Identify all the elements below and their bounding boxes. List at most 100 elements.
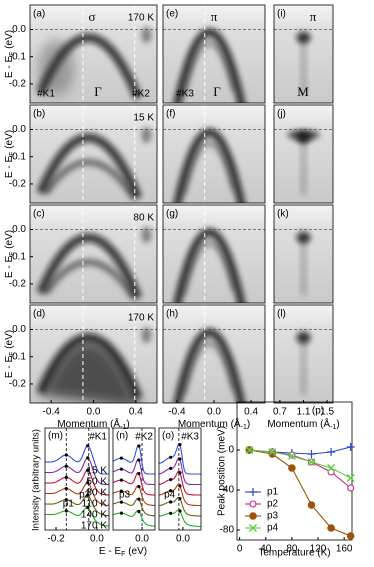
x-tick-label: 1.5 [320, 407, 334, 418]
panel-frame [162, 4, 266, 104]
x-tick-label: 0.4 [244, 407, 258, 418]
legend-label: p4 [267, 523, 279, 534]
y-axis-label: E - EF (eV) [4, 130, 16, 178]
series-line [249, 449, 351, 479]
temperature-label: 15 K [86, 466, 107, 477]
panel-frame [29, 104, 158, 204]
peak-dot [137, 458, 141, 462]
x-axis-label-part: Momentum (Å [57, 417, 120, 430]
temperature-label: 50 K [86, 477, 107, 488]
x-tick-label: 0.7 [273, 407, 287, 418]
panel-label: (e) [166, 9, 178, 20]
y-axis-label: E - EF (eV) [4, 230, 16, 278]
y-tick-label: 0 [228, 445, 234, 456]
peak-dot [64, 498, 68, 502]
peak-dot [86, 468, 90, 472]
annotation: 80 K [133, 213, 154, 224]
panel-frame [29, 4, 158, 104]
peak-label: p3 [119, 490, 131, 501]
y-axis-label-part: (eV) [4, 230, 15, 252]
peak-label: p1 [63, 499, 75, 510]
panel-label: (d) [33, 309, 45, 320]
peak-dot [137, 497, 141, 501]
x-tick-label: 0.0 [87, 407, 101, 418]
band [36, 233, 143, 300]
y-tick-label: 0.0 [12, 24, 26, 35]
peak-dot [178, 496, 182, 501]
marker [346, 532, 355, 540]
band [287, 129, 320, 140]
panel-label: (a) [33, 9, 45, 20]
x-axis-label: Momentum (Å-1) [267, 417, 339, 431]
panel-frame [162, 204, 266, 304]
x-axis-label: Momentum (Å-1) [178, 417, 250, 431]
y-tick-label: -0.1 [9, 151, 27, 162]
panel-frame [158, 427, 202, 531]
x-axis-label-part: F [121, 551, 125, 558]
cut-label: #K1 [89, 432, 107, 443]
x-tick-label: 120 [310, 544, 327, 555]
y-axis-label-part: F [9, 52, 16, 56]
x-axis-label-part: ) [336, 419, 339, 430]
plot-frame [236, 401, 353, 541]
edc-curve [45, 482, 109, 506]
marker [249, 524, 257, 532]
y-axis-label-part: (eV) [4, 130, 15, 152]
peak-dot [86, 456, 90, 460]
panel-label: (c) [33, 209, 45, 220]
temperature-label: 110 K [82, 499, 108, 510]
panel-frame [273, 104, 334, 204]
y-axis-label-part: E - E [4, 156, 15, 179]
x-axis-label-part: -1 [120, 424, 126, 431]
blob [141, 226, 152, 243]
marker [245, 446, 254, 454]
panel-frame [29, 204, 158, 304]
legend-label: p3 [267, 511, 279, 522]
band [173, 128, 246, 203]
peak-dot [64, 475, 68, 479]
peak-dot [86, 444, 90, 448]
peak-label: p2 [79, 490, 91, 501]
annotation: Γ [213, 84, 221, 99]
x-axis-label-part: Momentum (Å [267, 417, 330, 430]
annotation: 170 K [128, 313, 154, 324]
legend-label: p1 [267, 487, 279, 498]
arpes-panel [274, 5, 333, 103]
peak-dot [119, 467, 124, 471]
y-axis-label-part: F [9, 152, 16, 156]
cut-label: #K2 [135, 432, 153, 443]
y-tick-label: -0.2 [9, 279, 27, 290]
marker [249, 500, 257, 508]
blob [141, 326, 152, 343]
peak-dot [86, 493, 90, 497]
annotation: Γ [94, 84, 102, 99]
annotation: π [211, 9, 218, 24]
x-tick-label: 160 [336, 544, 353, 555]
marker [327, 468, 335, 476]
arpes-panel [274, 305, 333, 403]
annotation: 15 K [133, 113, 154, 124]
x-tick-label: 1.1 [297, 407, 311, 418]
marker [346, 474, 355, 482]
peak-dot [86, 505, 90, 510]
x-axis-label-part: Momentum (Å [178, 417, 241, 430]
panel-frame [44, 427, 110, 531]
blob [141, 26, 152, 43]
marker [347, 484, 355, 492]
x-axis-label-part: -1 [241, 424, 247, 431]
peak-label: p4 [164, 490, 176, 501]
streak [300, 234, 307, 295]
edc-curve [45, 506, 109, 527]
annotation: 170 K [128, 13, 154, 24]
edc-panel [159, 428, 201, 530]
y-axis-label-part: F [9, 252, 16, 256]
band-inner [180, 240, 238, 296]
panel-label: (m) [48, 431, 63, 442]
marker [346, 443, 355, 451]
panel-label: (f) [166, 109, 175, 120]
annotations: σ 170 K 15 K 80 K 170 K #K1 Γ #K2 π #K3 … [37, 9, 317, 324]
panel-label: (o) [162, 431, 174, 442]
peak-dot [178, 484, 182, 488]
